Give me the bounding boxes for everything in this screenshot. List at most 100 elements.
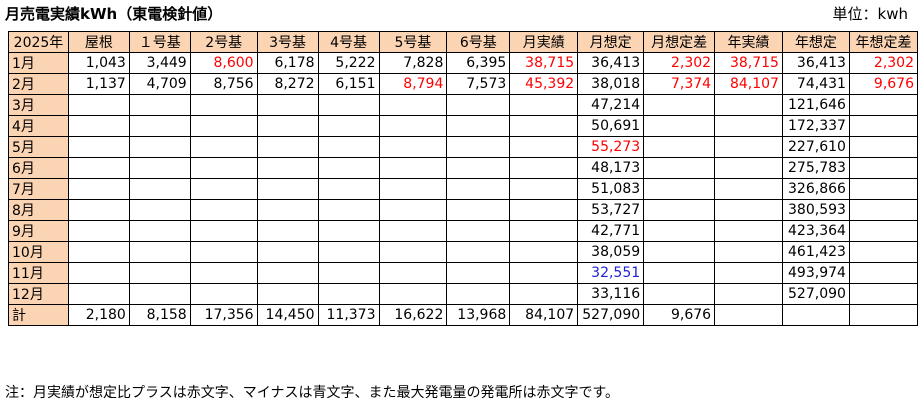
cell-unit-3 [256,115,319,137]
cell-unit-4 [317,220,380,242]
cell-annual-forecast: 227,610 [781,136,850,158]
cell-monthly-forecast: 50,691 [577,115,645,137]
cell-unit-6 [446,178,511,200]
cell-annual-actual: 84,107 [714,73,783,95]
table-row: 1月 1,043 3,449 8,600 6,178 5,222 7,828 6,395 38,… [8,52,918,74]
cell-monthly-forecast: 55,273 [577,136,645,158]
cell-unit-2 [189,283,258,305]
cell-unit-3 [256,178,319,200]
cell-annual-diff [848,136,918,158]
footnote: 注：月実績が想定比プラスは赤文字、マイナスは青文字、また最大発電量の発電所は赤文… [5,385,620,401]
cell-monthly-diff [643,178,716,200]
cell-monthly-actual: 84,107 [509,304,579,326]
cell-unit-4 [317,241,380,263]
row-label: 6月 [8,157,69,179]
cell-unit-6 [446,241,511,263]
cell-annual-actual [714,220,783,242]
col-header-monthly-actual: 月実績 [509,31,579,53]
cell-annual-diff [848,241,918,263]
cell-unit-6 [446,136,511,158]
cell-roof [67,241,130,263]
cell-annual-forecast: 380,593 [781,199,850,221]
cell-unit-1 [128,94,191,116]
cell-annual-diff [848,178,918,200]
cell-unit-1 [128,199,191,221]
cell-annual-forecast: 493,974 [781,262,850,284]
cell-unit-6 [446,199,511,221]
cell-unit-1 [128,136,191,158]
col-header-unit-6: 6号基 [446,31,511,53]
cell-unit-5: 8,794 [378,73,448,95]
cell-annual-diff [848,283,918,305]
cell-roof [67,220,130,242]
cell-unit-6 [446,220,511,242]
cell-roof: 1,137 [67,73,130,95]
cell-unit-4 [317,199,380,221]
cell-unit-2 [189,262,258,284]
col-header-annual-actual: 年実績 [714,31,783,53]
cell-monthly-actual: 45,392 [509,73,579,95]
cell-roof: 1,043 [67,52,130,74]
cell-monthly-diff [643,283,716,305]
cell-unit-4: 6,151 [317,73,380,95]
col-header-unit-2: 2号基 [189,31,258,53]
cell-monthly-diff [643,115,716,137]
cell-monthly-forecast: 32,551 [577,262,645,284]
cell-annual-diff [848,220,918,242]
cell-roof [67,94,130,116]
col-header-year: 2025年 [8,31,69,53]
cell-annual-actual [714,199,783,221]
cell-unit-2: 8,756 [189,73,258,95]
cell-unit-2 [189,94,258,116]
table-row: 3月 47,214 121,646 [8,94,918,116]
cell-monthly-actual [509,241,579,263]
col-header-unit-4: 4号基 [317,31,380,53]
cell-unit-5: 16,622 [378,304,448,326]
cell-unit-2 [189,115,258,137]
cell-unit-5 [378,199,448,221]
cell-monthly-forecast: 33,116 [577,283,645,305]
cell-monthly-diff [643,157,716,179]
cell-unit-5 [378,157,448,179]
cell-monthly-actual [509,283,579,305]
cell-monthly-forecast: 38,059 [577,241,645,263]
col-header-monthly-forecast: 月想定 [577,31,645,53]
cell-unit-2 [189,220,258,242]
cell-unit-2 [189,136,258,158]
cell-unit-5: 7,828 [378,52,448,74]
cell-unit-5 [378,115,448,137]
cell-unit-2: 8,600 [189,52,258,74]
table-row: 10月 38,059 461,423 [8,241,918,263]
cell-unit-4: 5,222 [317,52,380,74]
cell-monthly-diff [643,94,716,116]
cell-unit-4 [317,115,380,137]
cell-roof [67,283,130,305]
row-label: 4月 [8,115,69,137]
cell-annual-forecast: 527,090 [781,283,850,305]
cell-annual-forecast: 326,866 [781,178,850,200]
cell-unit-5 [378,283,448,305]
cell-monthly-actual [509,220,579,242]
cell-unit-6 [446,94,511,116]
row-label: 8月 [8,199,69,221]
cell-unit-3 [256,283,319,305]
cell-unit-1: 8,158 [128,304,191,326]
cell-unit-3 [256,136,319,158]
cell-annual-forecast: 74,431 [781,73,850,95]
row-label: 5月 [8,136,69,158]
cell-unit-5 [378,178,448,200]
cell-monthly-forecast: 48,173 [577,157,645,179]
cell-unit-3 [256,157,319,179]
row-label: 2月 [8,73,69,95]
cell-unit-1 [128,115,191,137]
cell-unit-6 [446,157,511,179]
cell-roof [67,115,130,137]
cell-monthly-forecast: 38,018 [577,73,645,95]
cell-annual-diff [848,262,918,284]
cell-unit-5 [378,136,448,158]
total-row: 計 2,180 8,158 17,356 14,450 11,373 16,622 13,96… [8,304,918,326]
cell-unit-6: 6,395 [446,52,511,74]
row-label: 12月 [8,283,69,305]
row-label: 11月 [8,262,69,284]
cell-monthly-diff [643,262,716,284]
